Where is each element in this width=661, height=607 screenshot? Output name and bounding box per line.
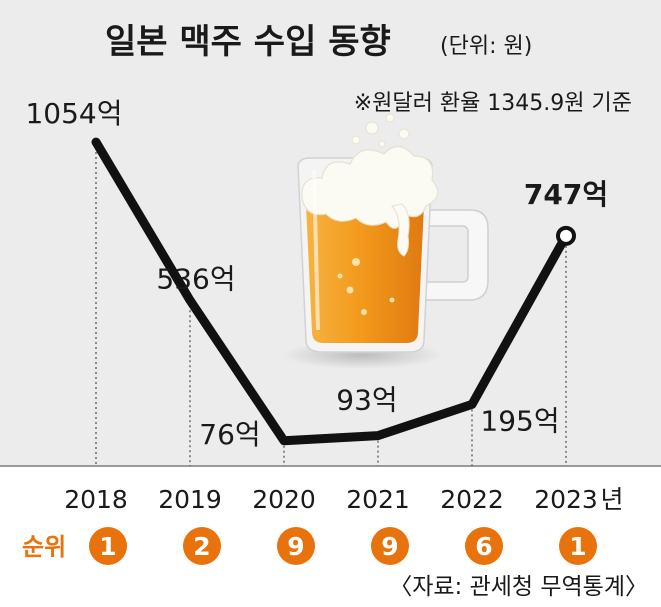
value-label-2020: 76억 — [199, 418, 260, 451]
source-note: 〈자료: 관세청 무역통계〉 — [389, 574, 648, 600]
unit-note: (단위: 원) — [440, 34, 532, 59]
data-points — [556, 225, 576, 246]
rank-value-2019: 2 — [193, 532, 210, 561]
rank-badge-2022 — [465, 527, 503, 565]
rank-value-2020: 9 — [287, 532, 304, 561]
value-label-2021: 93억 — [336, 384, 397, 417]
x-tick-label-2023: 2023 — [534, 485, 598, 514]
rank-label: 순위 — [22, 533, 66, 561]
value-labels: 1054억 536억 76억 93억 195억 747억 — [25, 97, 608, 451]
rank-badge-2023 — [559, 527, 597, 565]
value-label-2022: 195억 — [480, 404, 559, 437]
rank-value-2021: 9 — [381, 532, 398, 561]
rank-badge-2021 — [371, 527, 409, 565]
data-point-2023 — [556, 225, 576, 246]
rank-value-2022: 6 — [475, 532, 492, 561]
exchange-rate-note: ※원달러 환율 1345.9원 기준 — [354, 91, 632, 116]
rank-value-2023: 1 — [569, 532, 586, 561]
beer-mug-icon — [282, 113, 489, 369]
value-label-2023: 747억 — [524, 178, 608, 211]
rank-badge-2018 — [89, 527, 127, 565]
value-label-2018: 1054억 — [25, 97, 122, 130]
x-tick-label-2021: 2021 — [346, 485, 410, 514]
x-tick-label-2018: 2018 — [64, 485, 128, 514]
rank-badge-2020 — [277, 527, 315, 565]
value-label-2019: 536억 — [156, 262, 235, 295]
x-tick-label-2019: 2019 — [158, 485, 222, 514]
chart-title: 일본 맥주 수입 동향 — [105, 22, 391, 62]
x-tick-label-2022: 2022 — [440, 485, 504, 514]
guide-lines — [95, 142, 567, 466]
x-tick-label-2020: 2020 — [252, 485, 316, 514]
rank-value-2018: 1 — [99, 532, 116, 561]
rank-badges: 1 2 9 9 6 1 — [89, 527, 597, 565]
series-line — [91, 137, 571, 446]
x-tick-labels: 2018 2019 2020 2021 2022 2023 년 — [64, 485, 623, 514]
x-tick-suffix: 년 — [600, 485, 623, 514]
rank-badge-2019 — [183, 527, 221, 565]
